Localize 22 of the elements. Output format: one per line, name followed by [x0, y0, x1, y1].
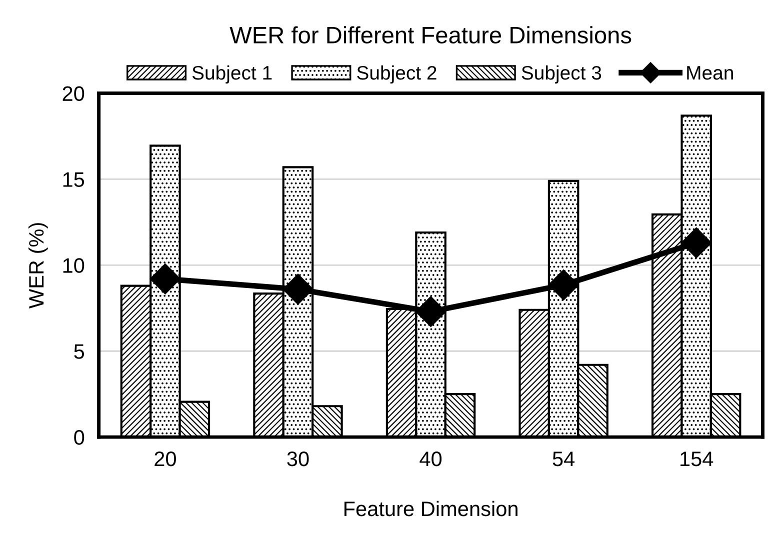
y-tick-label: 20: [62, 86, 84, 102]
point: [680, 227, 712, 258]
legend-label: Subject 1: [192, 65, 272, 84]
y-tick-label: 10: [63, 258, 84, 273]
x-tick-label: 30: [287, 452, 309, 466]
x-tick-label: 54: [552, 452, 575, 466]
x-tick-label: 20: [154, 452, 176, 466]
y-tick-label: 0: [74, 430, 84, 445]
y-tick-label: 5: [74, 344, 84, 359]
legend-label: Mean: [687, 66, 733, 80]
legend-label: Subject 2: [357, 65, 436, 84]
legend-label: Subject 3: [522, 65, 602, 84]
x-axis-title: Feature Dimension: [344, 500, 518, 516]
point: [548, 270, 579, 300]
x-tick-label: 154: [680, 452, 714, 466]
y-tick-label: 15: [63, 172, 84, 187]
y-axis-title: WER (%): [28, 223, 48, 308]
point: [415, 296, 446, 328]
point: [150, 263, 181, 294]
point: [282, 274, 314, 305]
chart-title: WER for Different Feature Dimensions: [230, 26, 632, 44]
x-tick-label: 40: [420, 452, 442, 466]
